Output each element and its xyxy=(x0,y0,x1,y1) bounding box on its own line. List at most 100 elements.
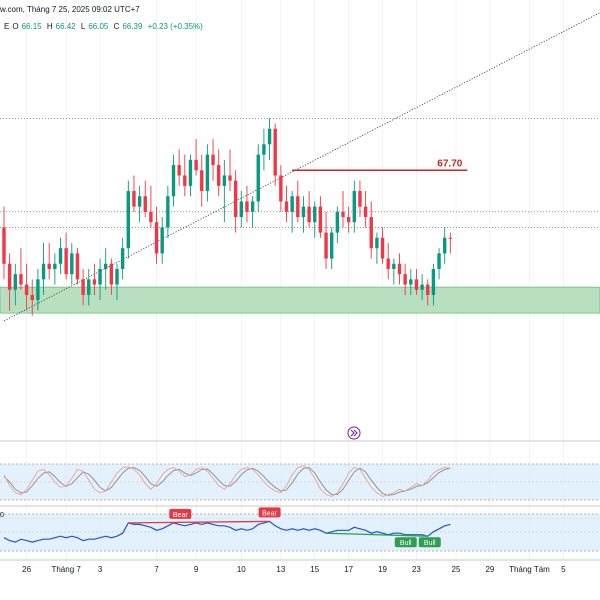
candle-body xyxy=(36,279,40,301)
candle-body xyxy=(166,196,170,228)
candle xyxy=(420,274,424,301)
price-levels xyxy=(0,118,600,519)
candle xyxy=(160,217,164,264)
open-label: O xyxy=(12,22,19,31)
time-tick-label: 26 xyxy=(22,565,31,574)
candle-body xyxy=(409,279,413,285)
candle xyxy=(200,154,204,207)
candle xyxy=(307,191,311,228)
svg-text:Bull: Bull xyxy=(424,540,436,547)
candle-body xyxy=(160,227,164,254)
candle xyxy=(58,237,63,275)
candle xyxy=(380,227,385,264)
bull-divergence-line xyxy=(326,532,428,537)
candle xyxy=(149,185,153,228)
candle-body xyxy=(284,201,289,212)
bull-label: Bull xyxy=(418,537,441,548)
candle-body xyxy=(239,201,243,218)
trend-line[interactable] xyxy=(3,12,600,322)
candle-body xyxy=(318,206,323,233)
candle-body xyxy=(200,170,204,192)
candle-body xyxy=(363,206,368,218)
bull-label: Bull xyxy=(394,537,417,548)
time-tick-label: 17 xyxy=(344,565,353,574)
candle xyxy=(330,227,334,269)
scroll-right-button[interactable] xyxy=(347,426,361,440)
candle xyxy=(397,253,402,285)
time-tick-label: 5 xyxy=(561,565,566,574)
chart-source-header: w.com, Tháng 7 25, 2025 09:02 UTC+7 xyxy=(0,5,140,14)
candle xyxy=(431,263,436,306)
bear-label: Bear xyxy=(169,508,192,519)
candle-body xyxy=(211,154,215,166)
candle-body xyxy=(149,211,153,223)
candle xyxy=(194,139,198,176)
candle xyxy=(47,242,51,280)
candle xyxy=(318,196,323,238)
candle xyxy=(262,128,266,171)
candle xyxy=(250,196,255,228)
candle-body xyxy=(132,191,136,207)
candle-body xyxy=(324,232,328,259)
candle-body xyxy=(53,263,57,269)
low-label: L xyxy=(80,22,86,31)
candle-body xyxy=(290,196,294,212)
candle xyxy=(448,232,453,254)
candle xyxy=(205,144,210,202)
candle-body xyxy=(64,248,68,275)
candle xyxy=(267,118,272,160)
candle-body xyxy=(194,159,198,171)
candle xyxy=(335,206,340,243)
candle-body xyxy=(307,206,311,223)
candle xyxy=(346,206,351,233)
candle-body xyxy=(448,237,453,239)
time-tick-label: 25 xyxy=(452,565,461,574)
candle-body xyxy=(233,180,238,218)
candle-body xyxy=(47,263,51,269)
svg-text:Bear: Bear xyxy=(173,512,188,519)
candle xyxy=(36,268,40,311)
time-tick-label: 3 xyxy=(98,565,103,574)
candle-body xyxy=(273,128,277,176)
candle-body xyxy=(81,279,85,295)
candle xyxy=(211,139,215,181)
candle xyxy=(437,248,441,280)
candle-body xyxy=(352,191,356,223)
oscillator-zero-label: 0 xyxy=(0,512,4,519)
candle xyxy=(301,196,306,233)
candle-body xyxy=(358,191,362,207)
svg-text:Bear: Bear xyxy=(262,510,277,517)
candle-body xyxy=(70,253,74,275)
candle xyxy=(92,263,97,295)
candle xyxy=(222,159,227,223)
divergence-markers: Bear Bear Bull Bull xyxy=(128,507,441,548)
candle-body xyxy=(228,175,232,181)
time-tick-label: Tháng Tám xyxy=(509,565,550,574)
candle xyxy=(443,227,447,264)
candle xyxy=(41,242,46,295)
candle xyxy=(75,248,80,285)
candle xyxy=(273,123,277,186)
candle xyxy=(24,263,29,311)
candle xyxy=(284,185,289,223)
candle xyxy=(409,268,413,295)
candle xyxy=(369,201,373,259)
close-value: 66.39 xyxy=(122,22,143,31)
candle-body xyxy=(75,253,80,280)
candle xyxy=(13,263,17,306)
candle xyxy=(239,191,243,228)
candle-body xyxy=(256,154,260,202)
candle-body xyxy=(58,248,63,264)
rsi-band xyxy=(0,514,600,551)
change-value: +0.23 (+0.35%) xyxy=(147,22,203,31)
candle xyxy=(126,180,130,259)
candle-body xyxy=(386,258,390,269)
candles xyxy=(2,118,453,316)
candle xyxy=(109,258,114,295)
candle-body xyxy=(7,263,12,290)
rsi-line xyxy=(3,520,451,543)
candle-body xyxy=(330,232,334,259)
candle-body xyxy=(380,237,385,259)
candle xyxy=(104,248,108,290)
